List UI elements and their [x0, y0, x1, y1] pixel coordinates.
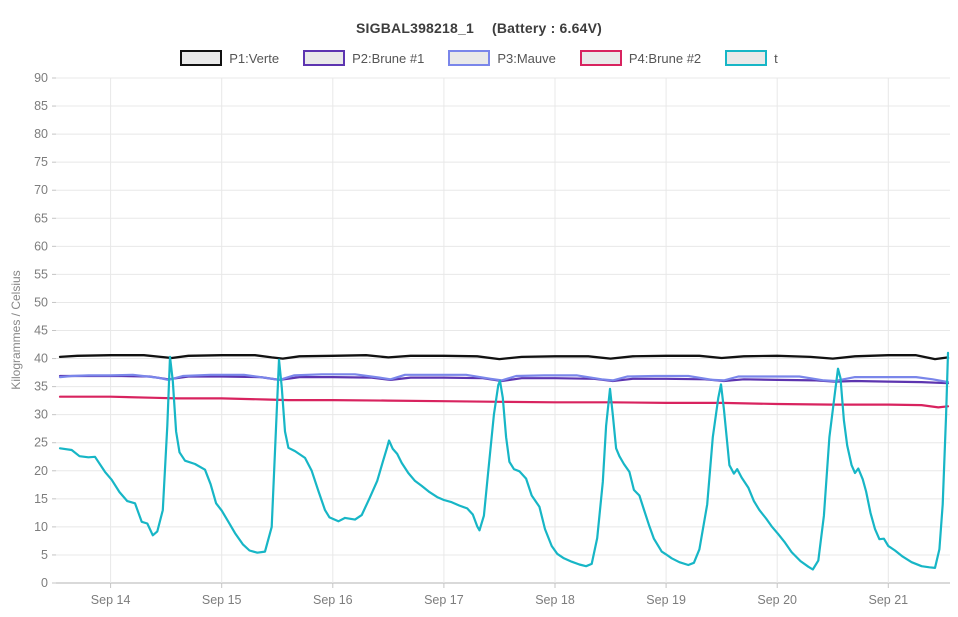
legend-item-t[interactable]: t — [725, 50, 778, 66]
series-line-p4-brune-2 — [58, 395, 950, 409]
chart-title: SIGBAL398218_1 (Battery : 6.64V) — [0, 20, 958, 36]
y-tick-label: 25 — [34, 436, 48, 450]
chart-title-name: SIGBAL398218_1 — [356, 20, 474, 36]
legend-label: t — [774, 50, 778, 66]
y-tick-label: 50 — [34, 295, 48, 309]
x-tick-label: Sep 14 — [91, 593, 131, 607]
legend-swatch-icon — [579, 50, 622, 66]
legend-swatch-icon — [303, 50, 346, 66]
x-tick-label: Sep 16 — [313, 593, 353, 607]
legend-label: P3:Mauve — [497, 50, 556, 66]
y-tick-label: 90 — [34, 71, 48, 85]
y-tick-label: 55 — [34, 267, 48, 281]
y-tick-label: 15 — [34, 492, 48, 506]
y-tick-label: 0 — [41, 576, 48, 590]
x-tick-label: Sep 15 — [202, 593, 242, 607]
legend-label: P1:Verte — [229, 50, 280, 66]
legend-label: P4:Brune #2 — [628, 50, 702, 66]
legend-item-p4-brune-2[interactable]: P4:Brune #2 — [579, 50, 702, 66]
y-tick-label: 5 — [41, 548, 48, 562]
y-tick-label: 20 — [34, 464, 48, 478]
y-tick-label: 80 — [34, 127, 48, 141]
y-tick-label: 40 — [34, 352, 48, 366]
y-tick-label: 60 — [34, 239, 48, 253]
legend-item-p1-verte[interactable]: P1:Verte — [180, 50, 279, 66]
legend-swatch-icon — [725, 50, 768, 66]
y-tick-label: 65 — [34, 211, 48, 225]
x-tick-label: Sep 21 — [868, 593, 908, 607]
legend-swatch-icon — [448, 50, 491, 66]
y-tick-label: 30 — [34, 408, 48, 422]
series-line-t — [58, 351, 950, 571]
series-line-p1-verte — [58, 354, 950, 361]
legend-item-p3-mauve[interactable]: P3:Mauve — [448, 50, 556, 66]
y-tick-label: 75 — [34, 155, 48, 169]
y-tick-label: 10 — [34, 520, 48, 534]
legend: P1:Verte P2:Brune #1 P3:Mauve P4:Brune #… — [0, 50, 958, 66]
x-tick-label: Sep 17 — [424, 593, 464, 607]
legend-label: P2:Brune #1 — [352, 50, 425, 66]
y-tick-label: 85 — [34, 99, 48, 113]
x-tick-label: Sep 18 — [535, 593, 575, 607]
battery-status: (Battery : 6.64V) — [491, 20, 602, 36]
series-line-p3-mauve — [58, 373, 950, 384]
y-tick-label: 70 — [34, 183, 48, 197]
legend-swatch-icon — [180, 50, 223, 66]
y-tick-label: 45 — [34, 324, 48, 338]
legend-item-p2-brune-1[interactable]: P2:Brune #1 — [303, 50, 424, 66]
y-tick-label: 35 — [34, 380, 48, 394]
x-tick-label: Sep 20 — [757, 593, 797, 607]
x-tick-label: Sep 19 — [646, 593, 686, 607]
